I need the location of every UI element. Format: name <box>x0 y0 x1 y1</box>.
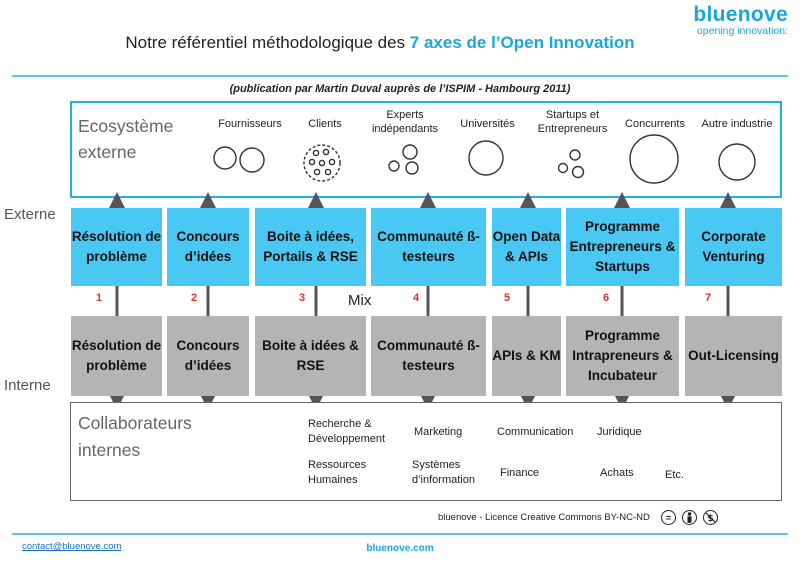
axis-number-2: 2 <box>191 292 198 304</box>
collab-communication: Communication <box>497 426 574 438</box>
website-label: bluenove.com <box>366 543 434 554</box>
logo-brand: bluenove <box>693 3 788 26</box>
collab-achats: Achats <box>600 467 634 479</box>
license-text: bluenove - Licence Creative Commons BY-N… <box>438 512 650 523</box>
collab-juridique: Juridique <box>597 426 642 438</box>
clients-dot-3 <box>308 158 316 166</box>
clients-dot-5 <box>328 158 336 166</box>
equals-circle-icon: = <box>661 510 676 525</box>
external-box-1: Résolution de problème <box>71 208 162 286</box>
ecosystem-circles <box>213 134 756 184</box>
fournisseurs-circle-a <box>213 146 237 170</box>
ecosystem-title-line2: externe <box>78 142 137 162</box>
collab-rh: Ressources Humaines <box>308 459 367 486</box>
page-title: Notre référentiel méthodologique des 7 a… <box>0 33 760 53</box>
concurrents-circle <box>629 134 679 184</box>
external-box-3: Boite à idées, Portails & RSE <box>255 208 366 286</box>
clients-circle <box>303 144 341 182</box>
collab-marketing: Marketing <box>414 426 463 438</box>
ecosystem-title: Ecosystème externe <box>78 113 173 165</box>
logo: bluenove opening innovation: <box>693 4 788 37</box>
header-divider <box>12 75 788 77</box>
dollar-strike-circle-icon: $ <box>703 510 718 525</box>
clients-dot-4 <box>318 159 326 167</box>
eco-label-fournisseurs: Fournisseurs <box>218 118 282 130</box>
collaborators-title-line1: Collaborateurs <box>78 413 192 433</box>
clients-dot-1 <box>312 149 320 157</box>
collab-finance: Finance <box>500 467 540 479</box>
collaborators-box <box>70 402 782 501</box>
collaborators-title-line2: internes <box>78 440 141 460</box>
axis-number-4: 4 <box>413 292 420 304</box>
internal-box-7: Out-Licensing <box>685 316 782 396</box>
eco-label-autre-industrie: Autre industrie <box>701 118 773 130</box>
experts-circle-a <box>388 160 400 172</box>
internal-box-6: Programme Intrapreneurs & Incubateur <box>566 316 679 396</box>
axis-number-7: 7 <box>705 292 712 304</box>
collaborators-title: Collaborateurs internes <box>78 410 192 464</box>
title-prefix: Notre référentiel méthodologique des <box>125 33 410 52</box>
clients-dot-7 <box>324 168 332 176</box>
eco-label-experts: Experts indépendants <box>371 109 439 135</box>
title-highlight: 7 axes de l’Open Innovation <box>409 33 635 52</box>
autre-industrie-circle <box>718 143 756 181</box>
label-interne: Interne <box>4 377 51 394</box>
clients-dot-6 <box>313 168 321 176</box>
axis-number-3: 3 <box>299 292 306 304</box>
footer-divider <box>12 533 788 535</box>
eco-label-clients: Clients <box>308 118 342 130</box>
internal-box-2: Concours d’idées <box>167 316 249 396</box>
internal-box-3: Boite à idées & RSE <box>255 316 366 396</box>
external-box-6: Programme Entrepreneurs & Startups <box>566 208 679 286</box>
collab-si: Systèmes d’information <box>412 459 475 486</box>
mix-label: Mix <box>348 292 372 309</box>
startups-circle-b <box>569 149 581 161</box>
logo-tagline: opening innovation: <box>696 25 788 37</box>
ecosystem-title-line1: Ecosystème <box>78 116 174 136</box>
eco-label-startups: Startups et Entrepreneurs <box>537 109 608 135</box>
external-box-2: Concours d’idées <box>167 208 249 286</box>
cc-icons: = $ <box>661 510 718 525</box>
axis-number-1: 1 <box>96 292 103 304</box>
external-box-4: Communauté ß-testeurs <box>371 208 486 286</box>
internal-box-1: Résolution de problème <box>71 316 162 396</box>
publication-note: (publication par Martin Duval auprès de … <box>229 83 571 95</box>
fournisseurs-circle-b <box>239 147 265 173</box>
external-box-7: Corporate Venturing <box>685 208 782 286</box>
collab-rd: Recherche & Développement <box>308 418 386 445</box>
experts-circle-c <box>405 161 419 175</box>
internal-box-4: Communauté ß-testeurs <box>371 316 486 396</box>
eco-label-universites: Universités <box>460 118 515 130</box>
startups-circle-c <box>571 165 585 179</box>
contact-email-link[interactable]: contact@bluenove.com <box>22 541 122 552</box>
eco-label-concurrents: Concurrents <box>625 118 685 130</box>
collab-etc: Etc. <box>665 469 684 481</box>
label-externe: Externe <box>4 206 56 223</box>
svg-text:$: $ <box>707 514 713 523</box>
axis-number-6: 6 <box>603 292 610 304</box>
experts-circle-b <box>402 144 418 160</box>
person-circle-icon <box>682 510 697 525</box>
startups-circle-a <box>557 162 569 174</box>
internal-box-5: APIs & KM <box>492 316 561 396</box>
universites-circle <box>468 140 504 176</box>
external-box-5: Open Data & APIs <box>492 208 561 286</box>
clients-dot-2 <box>322 148 330 156</box>
axis-number-5: 5 <box>504 292 511 304</box>
